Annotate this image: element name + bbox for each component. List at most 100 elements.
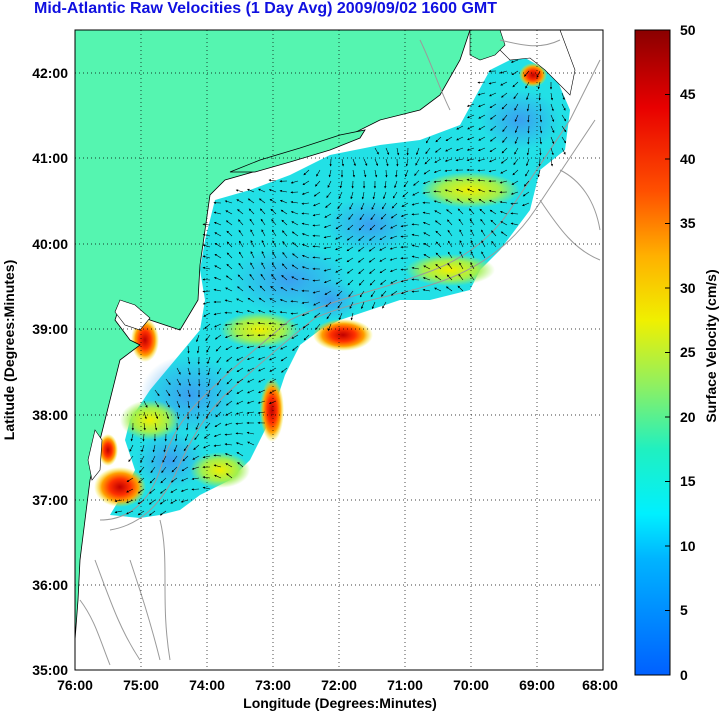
- velocity-arrow: [481, 229, 486, 237]
- velocity-arrow: [323, 279, 332, 284]
- velocity-arrow: [325, 301, 332, 308]
- velocity-arrow: [514, 136, 519, 144]
- velocity-arrow: [338, 312, 343, 321]
- velocity-arrow: [280, 209, 288, 215]
- velocity-arrow: [269, 198, 277, 204]
- velocity-arrow: [236, 367, 244, 373]
- velocity-arrow: [202, 278, 211, 281]
- velocity-arrow: [391, 202, 398, 209]
- velocity-arrow: [561, 114, 567, 122]
- velocity-arrow: [214, 334, 222, 340]
- velocity-arrow: [385, 169, 388, 178]
- velocity-arrow: [359, 290, 365, 298]
- velocity-arrow: [435, 230, 442, 237]
- velocity-arrow: [148, 499, 156, 505]
- velocity-arrow: [143, 422, 146, 431]
- velocity-arrow: [257, 321, 266, 325]
- velocity-arrow: [226, 263, 233, 270]
- velocity-arrow: [489, 199, 497, 204]
- land-mainland: [75, 30, 471, 641]
- velocity-arrow: [400, 213, 409, 217]
- velocity-arrow: [445, 199, 453, 204]
- velocity-arrow: [352, 158, 356, 167]
- velocity-arrow: [404, 169, 409, 178]
- velocity-arrow: [215, 411, 222, 418]
- velocity-arrow: [257, 356, 266, 360]
- velocity-arrow: [182, 455, 189, 462]
- colorbar-tick: 20: [680, 409, 696, 425]
- velocity-arrow: [490, 125, 497, 131]
- velocity-arrow: [159, 499, 167, 505]
- velocity-arrow: [246, 356, 255, 360]
- velocity-arrow: [246, 322, 255, 325]
- velocity-arrow: [195, 422, 200, 430]
- velocity-arrow: [390, 279, 398, 284]
- velocity-arrow: [501, 92, 508, 98]
- velocity-arrow: [271, 219, 277, 226]
- velocity-arrow: [389, 257, 398, 261]
- velocity-arrow: [226, 473, 233, 479]
- velocity-arrow: [202, 290, 211, 293]
- velocity-arrow: [478, 114, 486, 119]
- velocity-arrow: [489, 158, 497, 163]
- velocity-arrow: [458, 273, 464, 281]
- velocity-arrow: [291, 334, 299, 339]
- velocity-arrow: [142, 433, 145, 442]
- velocity-arrow: [224, 443, 233, 446]
- colorbar-tick: 50: [680, 22, 696, 38]
- velocity-arrow: [290, 211, 299, 215]
- velocity-arrow: [370, 290, 376, 298]
- velocity-arrow: [414, 169, 420, 176]
- velocity-arrow: [291, 231, 299, 237]
- velocity-arrow: [422, 221, 431, 226]
- velocity-arrow: [270, 208, 277, 215]
- velocity-arrow: [478, 103, 486, 108]
- velocity-arrow: [447, 251, 453, 259]
- velocity-arrow: [500, 158, 508, 164]
- velocity-arrow: [510, 222, 519, 226]
- velocity-arrow: [434, 210, 442, 215]
- velocity-arrow: [550, 92, 554, 101]
- velocity-arrow: [301, 266, 310, 270]
- velocity-arrow: [335, 246, 343, 251]
- velocity-arrow: [207, 389, 211, 398]
- velocity-arrow: [213, 464, 222, 468]
- velocity-arrow: [207, 356, 211, 365]
- velocity-arrow: [191, 477, 200, 481]
- velocity-arrow: [187, 389, 191, 398]
- velocity-arrow: [213, 211, 222, 215]
- velocity-arrow: [154, 411, 159, 420]
- velocity-arrow: [513, 158, 519, 166]
- velocity-arrow: [422, 288, 431, 292]
- velocity-arrow: [170, 477, 178, 483]
- velocity-arrow: [214, 323, 222, 328]
- velocity-arrow: [301, 202, 310, 205]
- velocity-arrow: [206, 345, 211, 353]
- velocity-arrow: [434, 275, 442, 281]
- velocity-arrow: [371, 301, 376, 310]
- velocity-arrow: [374, 158, 379, 167]
- velocity-arrow: [502, 125, 508, 132]
- velocity-arrow: [394, 180, 398, 189]
- velocity-arrow: [385, 147, 390, 155]
- velocity-arrow: [137, 510, 145, 516]
- velocity-arrow: [202, 455, 211, 459]
- velocity-arrow: [213, 288, 222, 292]
- velocity-arrow: [269, 389, 277, 394]
- velocity-arrow: [224, 299, 233, 303]
- velocity-arrow: [422, 191, 431, 195]
- x-tick-label: 73:00: [255, 677, 291, 693]
- velocity-arrow: [512, 169, 519, 176]
- velocity-arrow: [213, 312, 222, 316]
- velocity-arrow: [259, 285, 266, 292]
- velocity-arrow: [526, 92, 530, 101]
- velocity-arrow: [400, 268, 409, 271]
- velocity-arrow: [290, 200, 299, 204]
- velocity-arrow: [149, 488, 156, 494]
- velocity-arrow: [459, 251, 464, 259]
- velocity-arrow: [185, 422, 189, 431]
- velocity-arrow: [395, 169, 398, 178]
- velocity-arrow: [346, 268, 354, 274]
- velocity-arrow: [433, 180, 442, 183]
- velocity-arrow: [235, 334, 244, 338]
